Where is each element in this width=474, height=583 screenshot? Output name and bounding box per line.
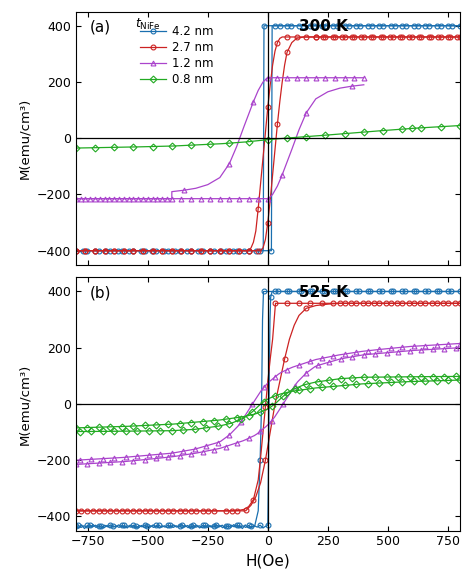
Text: (b): (b) xyxy=(89,285,111,300)
Text: $t_\mathrm{NiFe}$: $t_\mathrm{NiFe}$ xyxy=(136,17,161,32)
Legend: 4.2 nm, 2.7 nm, 1.2 nm, 0.8 nm: 4.2 nm, 2.7 nm, 1.2 nm, 0.8 nm xyxy=(136,20,219,90)
Text: 300 K: 300 K xyxy=(299,19,347,34)
Y-axis label: M(emu/cm³): M(emu/cm³) xyxy=(18,97,31,179)
Y-axis label: M(emu/cm³): M(emu/cm³) xyxy=(18,363,31,445)
Text: (a): (a) xyxy=(89,19,110,34)
Text: 525 K: 525 K xyxy=(299,285,347,300)
X-axis label: H(Oe): H(Oe) xyxy=(246,554,290,569)
